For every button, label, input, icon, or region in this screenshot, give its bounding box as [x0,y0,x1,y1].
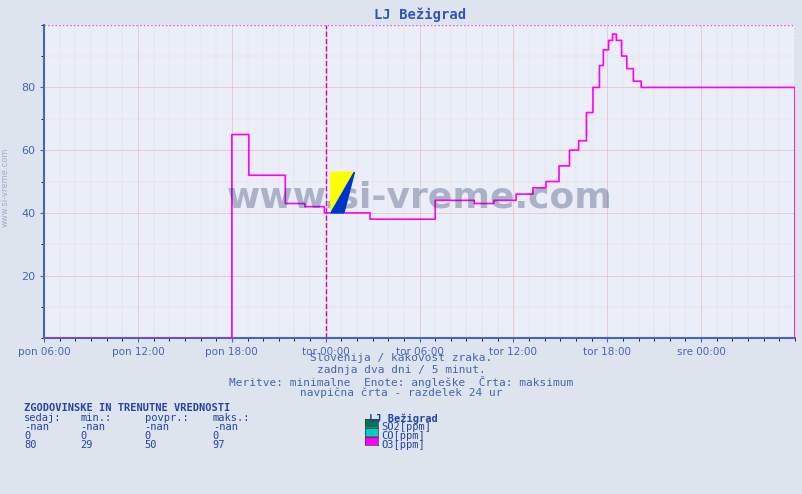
Polygon shape [330,172,354,213]
Title: LJ Bežigrad: LJ Bežigrad [373,7,465,22]
Text: Slovenija / kakovost zraka.: Slovenija / kakovost zraka. [310,353,492,363]
Text: 97: 97 [213,440,225,450]
Text: SO2[ppm]: SO2[ppm] [381,422,431,432]
Text: 0: 0 [24,431,30,441]
Text: -nan: -nan [24,422,49,432]
Text: 0: 0 [80,431,87,441]
Text: LJ Bežigrad: LJ Bežigrad [369,413,438,424]
Text: O3[ppm]: O3[ppm] [381,440,424,450]
Text: -nan: -nan [80,422,105,432]
Text: 50: 50 [144,440,157,450]
Text: navpična črta - razdelek 24 ur: navpična črta - razdelek 24 ur [300,388,502,398]
Text: -nan: -nan [144,422,169,432]
Text: 80: 80 [24,440,37,450]
Text: maks.:: maks.: [213,413,250,423]
Text: 0: 0 [213,431,219,441]
Text: -nan: -nan [213,422,237,432]
Text: sedaj:: sedaj: [24,413,62,423]
Text: ZGODOVINSKE IN TRENUTNE VREDNOSTI: ZGODOVINSKE IN TRENUTNE VREDNOSTI [24,403,230,412]
Polygon shape [330,172,354,213]
Text: povpr.:: povpr.: [144,413,188,423]
Polygon shape [330,172,354,213]
Text: www.si-vreme.com: www.si-vreme.com [1,148,10,227]
Text: 29: 29 [80,440,93,450]
Text: www.si-vreme.com: www.si-vreme.com [226,180,612,214]
Text: min.:: min.: [80,413,111,423]
Text: zadnja dva dni / 5 minut.: zadnja dva dni / 5 minut. [317,365,485,374]
Text: CO[ppm]: CO[ppm] [381,431,424,441]
Text: Meritve: minimalne  Enote: angleške  Črta: maksimum: Meritve: minimalne Enote: angleške Črta:… [229,376,573,388]
Text: 0: 0 [144,431,151,441]
